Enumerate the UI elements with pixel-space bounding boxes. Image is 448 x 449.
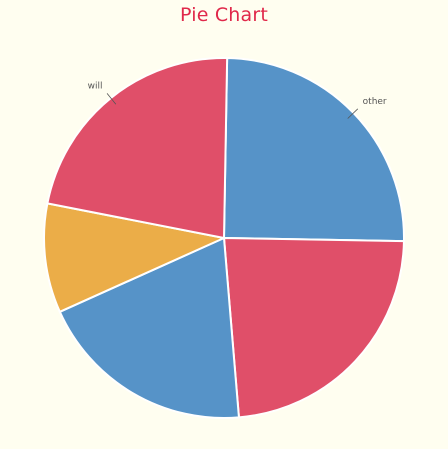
pie-slices xyxy=(43,57,405,419)
pie-slice-2 xyxy=(223,237,405,419)
slice-label-leader xyxy=(106,93,117,105)
pie-slice-1 xyxy=(223,57,405,243)
pie-labels: other will xyxy=(88,81,387,119)
slice-label: other xyxy=(363,97,387,107)
slice-label: will xyxy=(88,81,103,91)
chart-title: Pie Chart xyxy=(179,4,269,26)
pie-slice-4 xyxy=(43,202,225,313)
slice-label-leader xyxy=(347,108,359,119)
pie-slice-3 xyxy=(58,237,240,419)
